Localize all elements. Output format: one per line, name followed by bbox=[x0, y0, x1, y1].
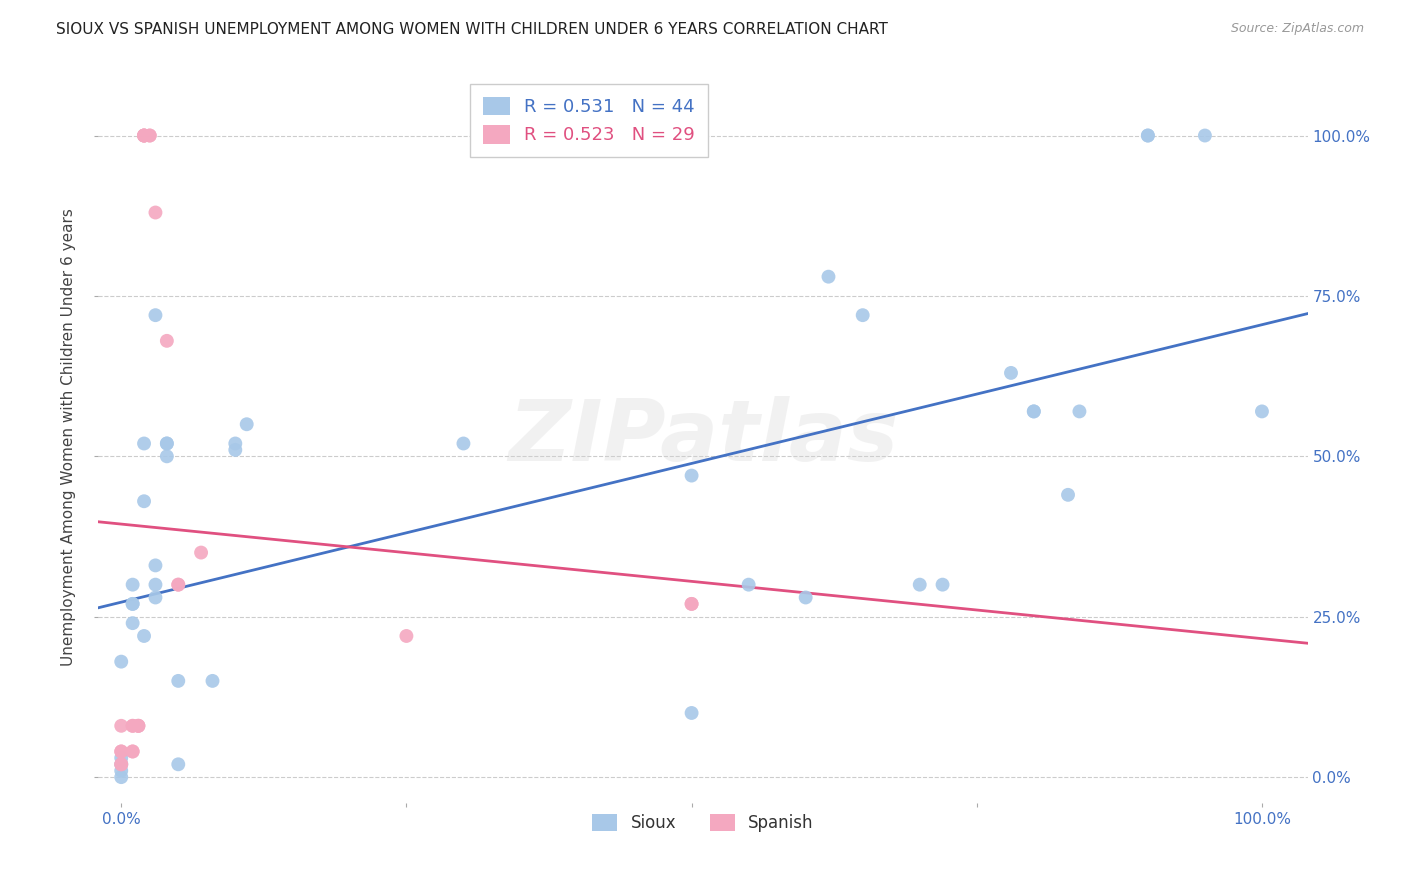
Point bbox=[121, 616, 143, 631]
Point bbox=[110, 764, 132, 778]
Point bbox=[817, 269, 839, 284]
Point bbox=[156, 436, 179, 450]
Point bbox=[132, 128, 155, 143]
Point bbox=[127, 719, 149, 733]
Point bbox=[156, 450, 179, 464]
Point bbox=[1000, 366, 1022, 380]
Point bbox=[681, 597, 703, 611]
Point bbox=[121, 597, 143, 611]
Point bbox=[121, 719, 143, 733]
Point bbox=[224, 436, 246, 450]
Point bbox=[681, 468, 703, 483]
Point bbox=[139, 128, 162, 143]
Point bbox=[110, 757, 132, 772]
Y-axis label: Unemployment Among Women with Children Under 6 years: Unemployment Among Women with Children U… bbox=[60, 208, 76, 666]
Point bbox=[121, 577, 143, 591]
Point bbox=[794, 591, 817, 605]
Point bbox=[121, 744, 143, 758]
Point bbox=[127, 719, 149, 733]
Point bbox=[145, 205, 167, 219]
Point bbox=[132, 128, 155, 143]
Point bbox=[110, 744, 132, 758]
Text: SIOUX VS SPANISH UNEMPLOYMENT AMONG WOMEN WITH CHILDREN UNDER 6 YEARS CORRELATIO: SIOUX VS SPANISH UNEMPLOYMENT AMONG WOME… bbox=[56, 22, 889, 37]
Point bbox=[453, 436, 475, 450]
Text: Source: ZipAtlas.com: Source: ZipAtlas.com bbox=[1230, 22, 1364, 36]
Point bbox=[1251, 404, 1274, 418]
Legend: Sioux, Spanish: Sioux, Spanish bbox=[586, 807, 820, 838]
Point bbox=[1136, 128, 1159, 143]
Point bbox=[167, 577, 190, 591]
Point bbox=[145, 591, 167, 605]
Point bbox=[1069, 404, 1091, 418]
Point bbox=[132, 128, 155, 143]
Point bbox=[156, 334, 179, 348]
Point bbox=[156, 436, 179, 450]
Point bbox=[167, 757, 190, 772]
Point bbox=[908, 577, 931, 591]
Point bbox=[1194, 128, 1216, 143]
Point bbox=[167, 577, 190, 591]
Point bbox=[852, 308, 875, 322]
Point bbox=[132, 128, 155, 143]
Point bbox=[132, 494, 155, 508]
Point bbox=[127, 719, 149, 733]
Point bbox=[139, 128, 162, 143]
Point bbox=[681, 706, 703, 720]
Point bbox=[190, 545, 212, 559]
Point bbox=[145, 558, 167, 573]
Point bbox=[110, 655, 132, 669]
Point bbox=[681, 597, 703, 611]
Point bbox=[395, 629, 418, 643]
Point bbox=[132, 629, 155, 643]
Point bbox=[1022, 404, 1045, 418]
Point bbox=[121, 719, 143, 733]
Point bbox=[201, 673, 224, 688]
Point bbox=[167, 673, 190, 688]
Point bbox=[224, 442, 246, 457]
Point bbox=[110, 744, 132, 758]
Text: ZIPatlas: ZIPatlas bbox=[508, 395, 898, 479]
Point bbox=[1136, 128, 1159, 143]
Point bbox=[121, 744, 143, 758]
Point bbox=[132, 436, 155, 450]
Point bbox=[110, 757, 132, 772]
Point bbox=[110, 751, 132, 765]
Point bbox=[1057, 488, 1080, 502]
Point bbox=[235, 417, 257, 432]
Point bbox=[110, 770, 132, 784]
Point bbox=[145, 308, 167, 322]
Point bbox=[110, 719, 132, 733]
Point bbox=[737, 577, 759, 591]
Point bbox=[931, 577, 953, 591]
Point bbox=[145, 577, 167, 591]
Point bbox=[110, 757, 132, 772]
Point bbox=[121, 597, 143, 611]
Point bbox=[1022, 404, 1045, 418]
